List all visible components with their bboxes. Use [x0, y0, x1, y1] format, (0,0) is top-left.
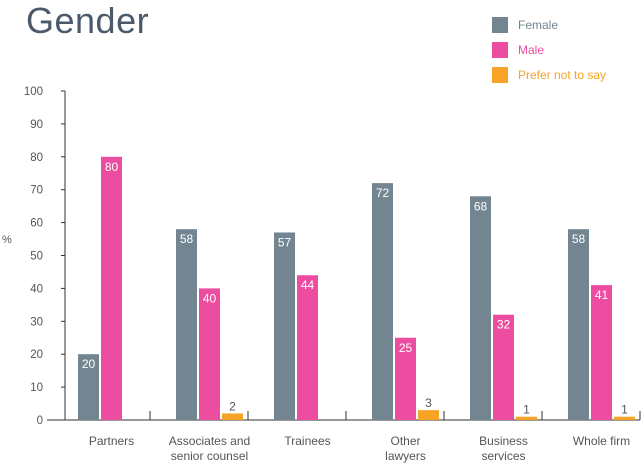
- x-category-label: Partners: [89, 434, 134, 448]
- data-label: 2: [229, 399, 236, 413]
- legend-swatch-female: [492, 16, 508, 33]
- data-label: 57: [278, 235, 292, 249]
- x-category-label: Trainees: [284, 434, 330, 448]
- bar-prefer-not-to-say: [222, 413, 243, 420]
- x-category-label: Business: [479, 434, 528, 448]
- data-label: 32: [497, 318, 511, 332]
- bar-prefer-not-to-say: [418, 410, 439, 420]
- data-label: 1: [621, 403, 628, 417]
- bar-male: [395, 337, 416, 420]
- y-tick-label: 20: [30, 349, 43, 361]
- x-category-label: Other: [390, 434, 420, 448]
- y-tick-label: 0: [37, 415, 43, 427]
- y-tick-label: 30: [30, 316, 43, 328]
- chart-title: Gender: [26, 0, 150, 41]
- data-label: 80: [105, 160, 119, 174]
- y-tick-label: 80: [30, 152, 43, 164]
- data-label: 58: [180, 232, 194, 246]
- x-category-label: Associates and: [169, 434, 250, 448]
- bar-male: [493, 314, 514, 420]
- legend-item-prefer-not-to-say: Prefer not to say: [492, 62, 606, 87]
- bar-male: [297, 275, 318, 420]
- legend-swatch-male: [492, 41, 508, 58]
- data-label: 44: [301, 278, 315, 292]
- bar-male: [199, 288, 220, 420]
- bar-prefer-not-to-say: [614, 416, 635, 420]
- data-label: 72: [376, 186, 390, 200]
- y-axis-label: %: [2, 234, 12, 246]
- legend-label-female: Female: [518, 17, 559, 32]
- y-tick-label: 40: [30, 283, 43, 295]
- bar-female: [470, 196, 491, 420]
- legend-label-male: Male: [518, 42, 545, 57]
- bar-female: [176, 229, 197, 420]
- bar-female: [274, 232, 295, 420]
- bar-male: [591, 285, 612, 420]
- x-category-label: lawyers: [385, 449, 426, 463]
- bar-female: [372, 183, 393, 420]
- y-tick-label: 90: [30, 119, 43, 131]
- data-label: 1: [523, 403, 530, 417]
- data-label: 40: [203, 291, 217, 305]
- bar-female: [568, 229, 589, 420]
- data-label: 58: [572, 232, 586, 246]
- x-category-label: services: [481, 449, 525, 463]
- data-label: 68: [474, 199, 488, 213]
- data-label: 25: [399, 341, 413, 355]
- y-tick-label: 100: [24, 86, 43, 98]
- legend-item-male: Male: [492, 37, 606, 62]
- data-label: 20: [82, 357, 96, 371]
- y-tick-label: 50: [30, 251, 43, 263]
- legend-swatch-prefer-not-to-say: [492, 66, 508, 83]
- y-tick-label: 70: [30, 185, 43, 197]
- data-label: 41: [595, 288, 609, 302]
- y-tick-label: 60: [30, 218, 43, 230]
- legend-item-female: Female: [492, 12, 606, 37]
- y-tick-label: 10: [30, 382, 43, 394]
- data-label: 3: [425, 396, 432, 410]
- legend: Female Male Prefer not to say: [492, 12, 606, 87]
- bar-male: [101, 156, 122, 421]
- x-category-label: Whole firm: [573, 434, 630, 448]
- legend-label-prefer-not-to-say: Prefer not to say: [518, 67, 607, 82]
- bar-prefer-not-to-say: [516, 416, 537, 420]
- x-category-label: senior counsel: [171, 449, 248, 463]
- bar-female: [78, 354, 99, 420]
